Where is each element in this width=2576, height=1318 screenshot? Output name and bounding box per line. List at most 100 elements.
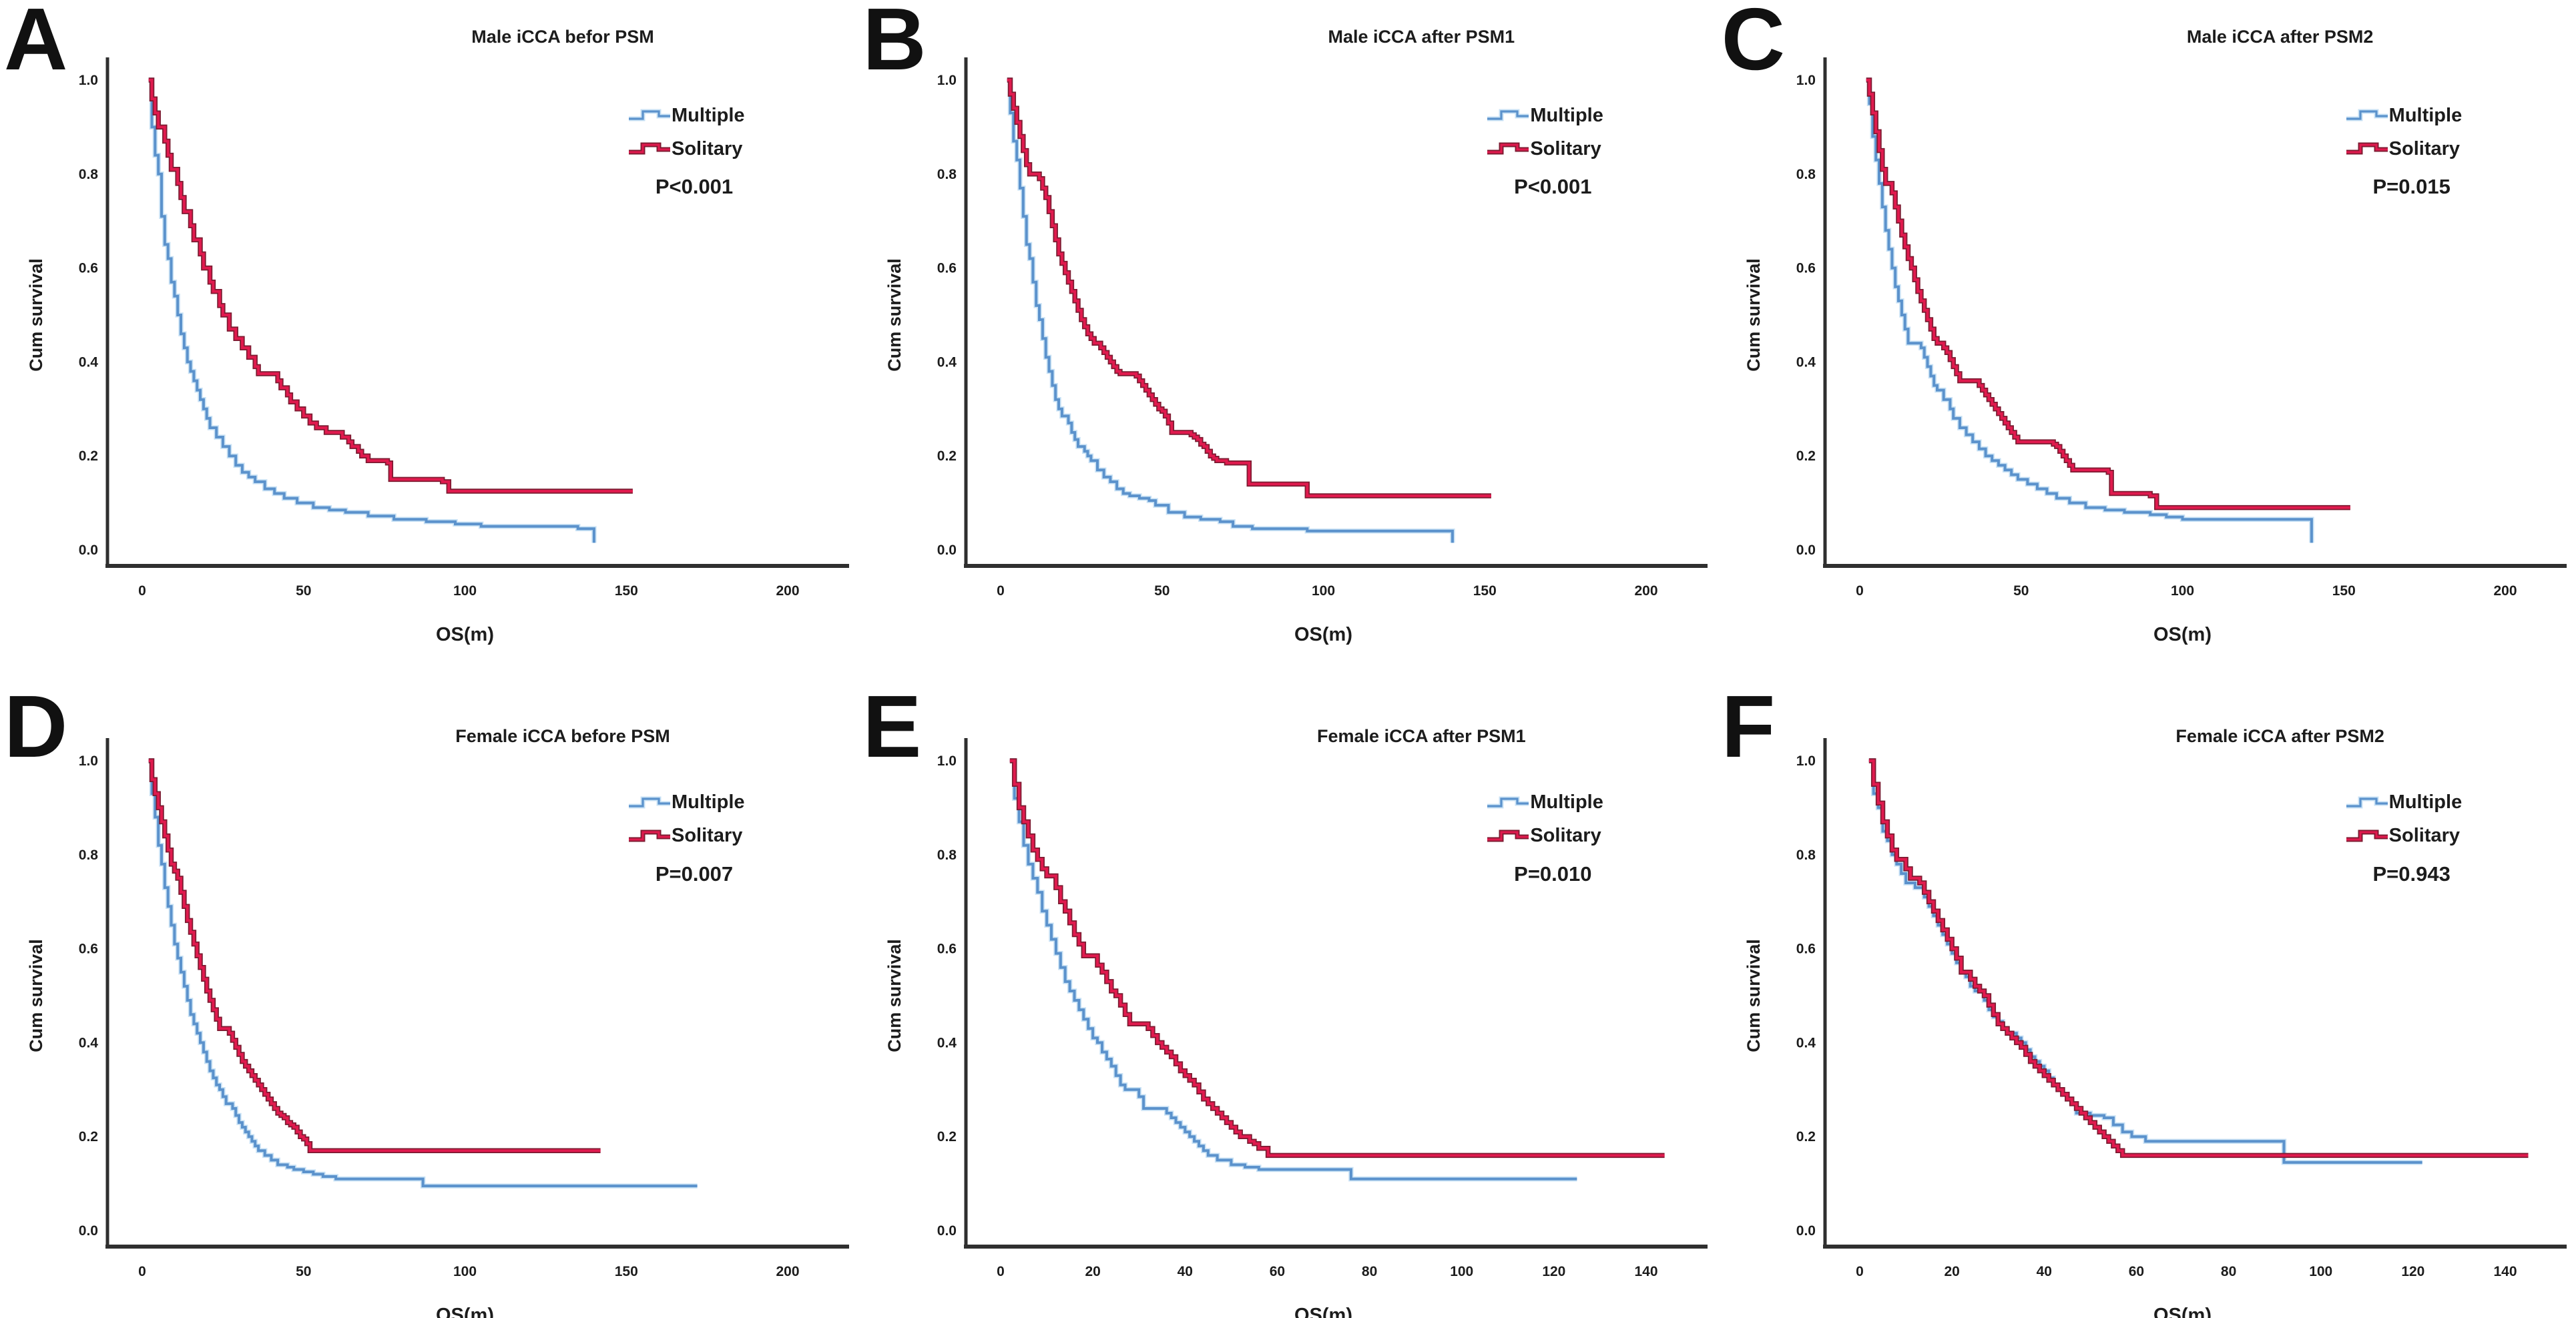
solitary-key-icon (1487, 142, 1529, 155)
legend-label-solitary: Solitary (672, 825, 743, 846)
x-tick-label: 0 (138, 583, 146, 599)
legend-label-multiple: Multiple (1530, 104, 1603, 126)
x-tick-label: 200 (1635, 583, 1658, 599)
legend-item-solitary: Solitary (1486, 819, 1659, 853)
y-tick-label: 0.4 (79, 354, 99, 370)
legend: Multiple Solitary P<0.001 (627, 99, 801, 199)
x-tick-label: 60 (1270, 1264, 1285, 1279)
legend-item-multiple: Multiple (1486, 99, 1659, 132)
y-axis-label: Cum survival (26, 258, 46, 372)
p-value: P<0.001 (655, 175, 734, 198)
survival-curve-multiple-edge (148, 77, 597, 543)
x-tick-label: 0 (1856, 1264, 1864, 1279)
p-value: P=0.015 (2372, 175, 2451, 198)
y-tick-label: 1.0 (937, 73, 957, 88)
x-tick-label: 0 (997, 1264, 1005, 1279)
legend-item-solitary: Solitary (2345, 819, 2519, 853)
survival-curve-multiple (148, 79, 595, 543)
x-axis-label: OS(m) (2153, 1305, 2212, 1318)
km-plot: 1.0 0.8 0.6 0.4 0.2 0.0 0 50 100 150 200 Cum surviv… (1744, 57, 2567, 645)
panel-title: Female iCCA before PSM (455, 725, 670, 746)
y-tick-label: 0.4 (1796, 1035, 1816, 1050)
panel-letter: A (4, 0, 68, 88)
p-value: P=0.943 (2372, 862, 2451, 886)
panel-letter: C (1721, 0, 1785, 88)
y-tick-label: 0.0 (937, 543, 957, 558)
x-tick-label: 150 (615, 583, 638, 599)
survival-curve-solitary-edge (1007, 77, 1492, 499)
multiple-key-icon (2346, 109, 2388, 121)
survival-curve-solitary-edge (148, 77, 633, 494)
survival-curve-solitary (1868, 759, 2529, 1157)
km-plot: 1.0 0.8 0.6 0.4 0.2 0.0 0 50 100 150 200 Cum surviv… (884, 57, 1708, 645)
survival-curve-solitary (148, 79, 633, 492)
solitary-key-icon (629, 830, 670, 842)
x-tick-label: 50 (2013, 583, 2029, 599)
y-tick-label: 0.8 (79, 167, 99, 182)
x-axis-label: OS(m) (436, 624, 494, 645)
legend-label-multiple: Multiple (1530, 791, 1603, 813)
legend: Multiple Solitary P=0.943 (2345, 786, 2519, 886)
x-tick-label: 100 (1312, 583, 1335, 599)
x-tick-label: 200 (2493, 583, 2517, 599)
y-axis-label: Cum survival (884, 258, 905, 372)
y-tick-label: 0.8 (79, 847, 99, 862)
p-value: P<0.001 (1514, 175, 1592, 198)
survival-curve-multiple-edge (1866, 77, 2314, 543)
y-tick-label: 0.0 (79, 543, 98, 558)
x-tick-label: 150 (615, 1264, 638, 1279)
y-tick-label: 0.8 (1796, 167, 1816, 182)
panel-title: Male iCCA befor PSM (471, 27, 654, 47)
legend-item-multiple: Multiple (1486, 786, 1659, 819)
solitary-key-icon (1487, 830, 1529, 842)
panel-f: F Female iCCA after PSM2 1.0 0.8 0.6 0.4 0.2… (1718, 659, 2576, 1318)
x-tick-label: 200 (776, 1264, 799, 1279)
legend-item-solitary: Solitary (2345, 132, 2519, 166)
y-tick-label: 0.4 (1796, 354, 1816, 370)
x-tick-label: 100 (2309, 1264, 2332, 1279)
x-tick-label: 150 (2332, 583, 2355, 599)
y-tick-label: 0.0 (937, 1223, 957, 1239)
survival-curve-multiple (1866, 79, 2313, 543)
y-tick-label: 0.6 (79, 261, 98, 276)
y-tick-label: 0.0 (79, 1223, 98, 1239)
legend-label-multiple: Multiple (2388, 104, 2463, 126)
panel-d: D Female iCCA before PSM 1.0 0.8 0.6 0.4 0.2… (0, 659, 858, 1318)
km-plot: 1.0 0.8 0.6 0.4 0.2 0.0 0 50 100 150 200 Cum surviv… (26, 57, 849, 645)
legend-label-solitary: Solitary (1530, 825, 1601, 846)
survival-curve-solitary-edge (1866, 77, 2350, 511)
y-tick-label: 0.4 (937, 354, 957, 370)
y-tick-label: 0.6 (1796, 941, 1815, 956)
legend-item-solitary: Solitary (627, 819, 801, 853)
x-tick-label: 120 (1543, 1264, 1566, 1279)
x-tick-label: 100 (453, 1264, 477, 1279)
x-tick-label: 120 (2401, 1264, 2424, 1279)
panel-title: Female iCCA after PSM1 (1317, 725, 1526, 746)
x-axis-label: OS(m) (2153, 624, 2212, 645)
survival-curve-multiple-edge (1007, 77, 1455, 543)
km-plot: 1.0 0.8 0.6 0.4 0.2 0.0 0 20 40 60 80 100 120 140 Cum … (884, 737, 1708, 1318)
y-axis-label: Cum survival (1744, 258, 1764, 372)
legend-item-multiple: Multiple (627, 786, 801, 819)
x-tick-label: 50 (296, 583, 311, 599)
panel-title: Male iCCA after PSM2 (2186, 27, 2374, 47)
y-tick-label: 1.0 (937, 753, 957, 769)
panel-letter: F (1721, 677, 1776, 775)
x-tick-label: 0 (1856, 583, 1864, 599)
survival-curve-multiple (148, 759, 698, 1187)
legend: Multiple Solitary P=0.007 (627, 786, 801, 886)
x-tick-label: 50 (1154, 583, 1170, 599)
x-tick-label: 20 (1944, 1264, 1959, 1279)
y-axis-label: Cum survival (1744, 939, 1764, 1052)
legend-label-solitary: Solitary (672, 137, 743, 159)
y-tick-label: 0.2 (1796, 448, 1815, 464)
panel-c: C Male iCCA after PSM2 1.0 0.8 0.6 0.4 0.2 0.… (1718, 0, 2576, 659)
survival-curve-solitary (1866, 79, 2350, 509)
x-tick-label: 80 (2221, 1264, 2236, 1279)
multiple-key-icon (1487, 796, 1529, 808)
x-tick-label: 0 (997, 583, 1005, 599)
solitary-key-icon (2346, 830, 2388, 842)
y-tick-label: 1.0 (1796, 73, 1815, 88)
x-tick-label: 50 (296, 1264, 311, 1279)
panel-b: B Male iCCA after PSM1 1.0 0.8 0.6 0.4 0.2 0.… (858, 0, 1717, 659)
